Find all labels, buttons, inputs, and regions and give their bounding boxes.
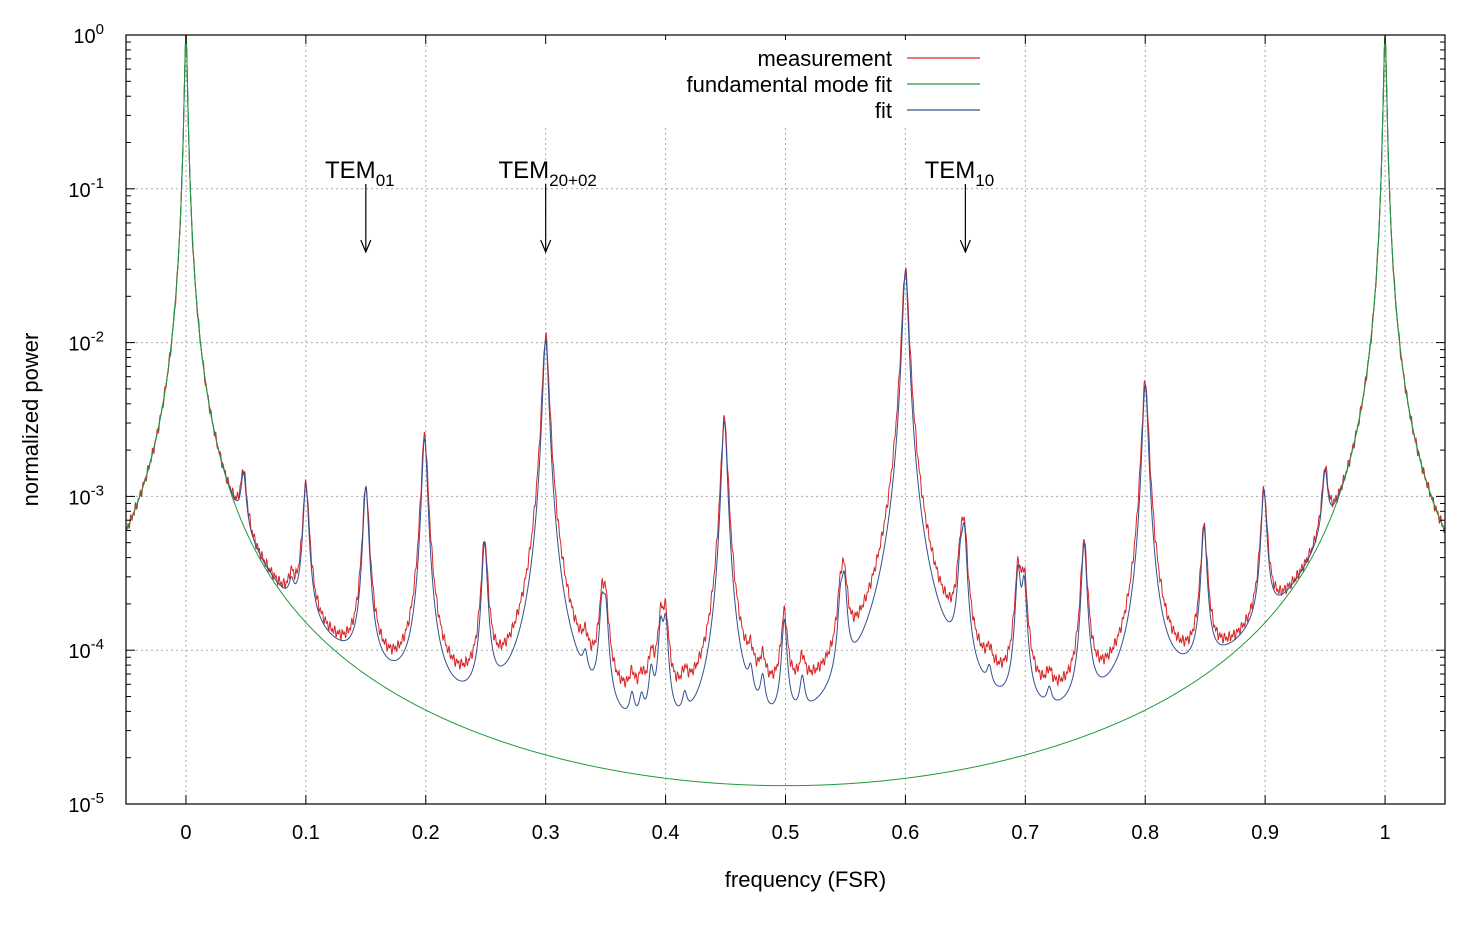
mode-arrowhead [540, 239, 552, 254]
legend-background [600, 40, 990, 125]
x-tick-label: 0.8 [1131, 822, 1159, 844]
legend-label: fit [875, 98, 892, 123]
mode-label: TEM10 [925, 157, 995, 190]
mode-annotations: TEM01 TEM20+02 TEM10 [325, 157, 995, 254]
y-tick-label: 10-3 [68, 482, 104, 509]
x-tick-label: 0.3 [532, 822, 560, 844]
y-tick-label: 10-1 [68, 175, 104, 202]
x-tick-label: 0.2 [412, 822, 440, 844]
x-tick-label: 0 [180, 822, 191, 844]
x-tick-label: 0.5 [772, 822, 800, 844]
y-tick-label: 10-5 [68, 790, 104, 817]
x-tick-label: 0.9 [1251, 822, 1279, 844]
grid-lines [126, 35, 1445, 804]
mode-label: TEM01 [325, 157, 395, 190]
mode-label: TEM20+02 [498, 157, 596, 190]
x-tick-label: 0.7 [1011, 822, 1039, 844]
y-tick-label: 100 [73, 21, 104, 48]
y-axis-label: normalized power [18, 333, 43, 507]
x-axis-label: frequency (FSR) [725, 867, 886, 892]
data-curves [125, 34, 1446, 787]
legend-label: measurement [757, 46, 892, 71]
fundamental-mode-fit-line [125, 35, 1446, 787]
mode-arrowhead [959, 239, 971, 254]
fit-line [125, 35, 1446, 710]
y-tick-label: 10-4 [68, 636, 104, 663]
measurement-line [125, 34, 1446, 688]
x-tick-label: 0.6 [892, 822, 920, 844]
x-tick-label: 1 [1379, 822, 1390, 844]
y-tick-label: 10-2 [68, 329, 104, 356]
legend-label: fundamental mode fit [687, 72, 892, 97]
axis-ticks: 0 0.1 0.2 0.3 0.4 0.5 0.6 0.7 0.8 0.9 1 10-5 10-4 10-… [68, 21, 1446, 844]
x-tick-label: 0.1 [292, 822, 320, 844]
x-tick-label: 0.4 [652, 822, 680, 844]
mode-arrowhead [360, 239, 372, 254]
